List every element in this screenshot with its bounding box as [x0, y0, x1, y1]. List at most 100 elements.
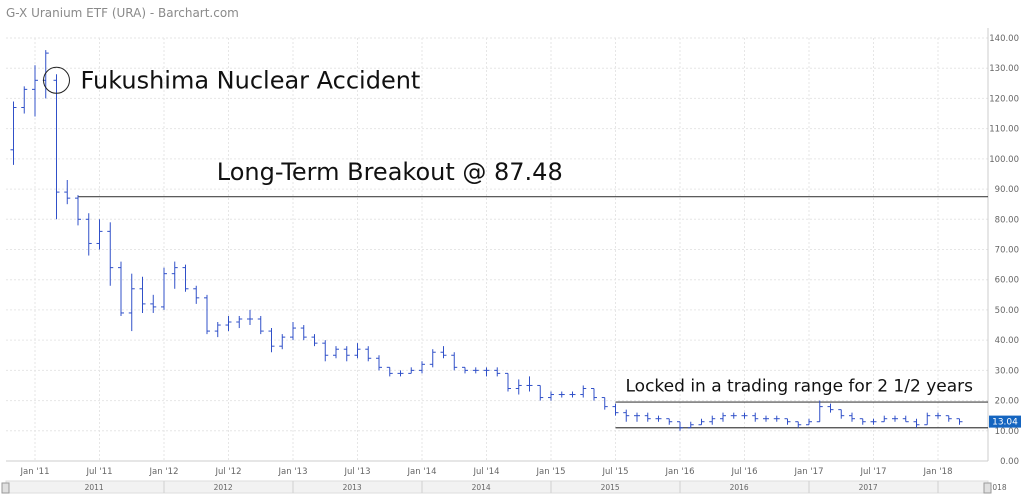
ohlc-bar [827, 403, 834, 413]
price-tag-box [989, 415, 1021, 428]
year-band [5, 480, 989, 494]
ohlc-bar [483, 367, 490, 377]
x-tick-label: Jan '15 [536, 467, 566, 477]
ohlc-bar [816, 400, 823, 423]
ohlc-bar [644, 412, 651, 422]
ohlc-bar [924, 412, 931, 426]
ohlc-bar [623, 409, 630, 422]
ohlc-bar [709, 415, 716, 425]
x-tick-label: Jul '16 [730, 467, 757, 477]
y-tick-label: 40.00 [995, 336, 1019, 346]
y-tick-label: 60.00 [995, 276, 1019, 286]
ohlc-bar [440, 346, 447, 359]
ohlc-bar [354, 343, 361, 359]
ohlc-bar [935, 412, 941, 419]
ohlc-bar [343, 346, 350, 362]
y-tick-label: 0.00 [1000, 457, 1019, 467]
ohlc-bar [612, 403, 619, 416]
x-tick-label: Jul '15 [601, 467, 628, 477]
ohlc-bar [85, 213, 92, 256]
ohlc-bar [225, 315, 232, 332]
event-circle [43, 66, 70, 94]
x-axis: Jan '11 Jul '11 Jan '12 Jul '12 Jan '13 Jul '… [5, 467, 1007, 494]
ohlc-bar [730, 412, 737, 419]
ohlc-bar [849, 412, 855, 422]
x-tick-label: Jan '11 [20, 467, 50, 477]
y-tick-label: 100.00 [989, 155, 1019, 165]
ohlc-bar [548, 391, 554, 401]
ohlc-bar [118, 261, 124, 316]
ohlc-bar [333, 346, 339, 359]
y-tick-label: 120.00 [989, 94, 1019, 104]
ohlc-bar [881, 415, 888, 423]
ohlc-bar [741, 412, 748, 419]
year-label: 2016 [730, 483, 749, 492]
chart-title: G-X Uranium ETF (URA) - Barchart.com [6, 6, 239, 20]
ohlc-bar [236, 315, 243, 329]
ohlc-bar [580, 385, 587, 398]
ohlc-bar [902, 415, 909, 423]
annotations: Fukushima Nuclear Accident Long-Term Brea… [43, 66, 973, 397]
y-tick-label: 10.00 [995, 427, 1019, 437]
ohlc-bar [838, 409, 845, 419]
ohlc-bar [795, 421, 802, 428]
ohlc-bar [752, 412, 759, 422]
ohlc-bar [537, 384, 544, 401]
ohlc-bar [515, 379, 522, 395]
ohlc-bar [279, 334, 286, 350]
year-label: 2017 [859, 483, 878, 492]
ohlc-bar [386, 366, 393, 377]
ohlc-bar [247, 309, 253, 326]
ohlc-bar [322, 340, 329, 362]
ohlc-bar [505, 372, 511, 392]
ohlc-bar [64, 180, 71, 205]
annotation-breakout: Long-Term Breakout @ 87.48 [217, 158, 563, 186]
ohlc-bar [666, 418, 673, 425]
last-price-tag: 13.04 [989, 415, 1021, 428]
ohlc-bar [268, 328, 275, 353]
year-label: 2018 [988, 483, 1007, 492]
x-tick-label: Jan '17 [794, 467, 824, 477]
x-tick-label: Jan '18 [923, 467, 953, 477]
ohlc-bar [913, 418, 920, 428]
ohlc-bar [32, 65, 38, 117]
ohlc-bar [763, 415, 769, 422]
year-label: 2015 [601, 483, 620, 492]
ohlc-bar [892, 415, 898, 422]
ohlc-bar [182, 264, 189, 292]
y-tick-label: 80.00 [995, 215, 1019, 225]
ohlc-bar [698, 418, 705, 426]
y-tick-label: 140.00 [989, 34, 1019, 44]
ohlc-bar [161, 267, 167, 310]
ohlc-bar [204, 294, 210, 335]
ohlc-bar [214, 322, 221, 338]
ohlc-bar [687, 421, 694, 429]
ohlc-bar [655, 415, 662, 422]
year-label: 2013 [343, 483, 362, 492]
ohlc-bar [365, 346, 372, 362]
ohlc-bar [870, 418, 877, 425]
x-tick-label: Jul '11 [85, 467, 112, 477]
y-tick-label: 110.00 [989, 125, 1019, 135]
y-axis: 0.00 10.00 20.00 30.00 40.00 50.00 60.00 70.00 8… [987, 28, 1019, 467]
ohlc-bar [429, 349, 436, 368]
ohlc-bar [720, 412, 726, 422]
ohlc-bar [376, 355, 382, 371]
ohlc-bar [806, 418, 812, 426]
y-tick-label: 30.00 [995, 366, 1019, 376]
ohlc-bar [408, 367, 415, 374]
ohlc-bar [451, 352, 458, 371]
ohlc-bar [601, 397, 608, 410]
ohlc-bar [193, 285, 200, 304]
year-label: 2012 [214, 483, 233, 492]
ohlc-bar [150, 294, 157, 313]
time-scrollbar[interactable] [1, 482, 992, 494]
scroll-handle-right [983, 482, 992, 494]
ohlc-bar [53, 74, 60, 220]
x-tick-label: Jul '17 [859, 467, 886, 477]
y-tick-label: 70.00 [995, 246, 1019, 256]
ohlc-bar [634, 412, 640, 422]
ohlc-bar [128, 273, 135, 332]
ohlc-bar [75, 195, 81, 226]
